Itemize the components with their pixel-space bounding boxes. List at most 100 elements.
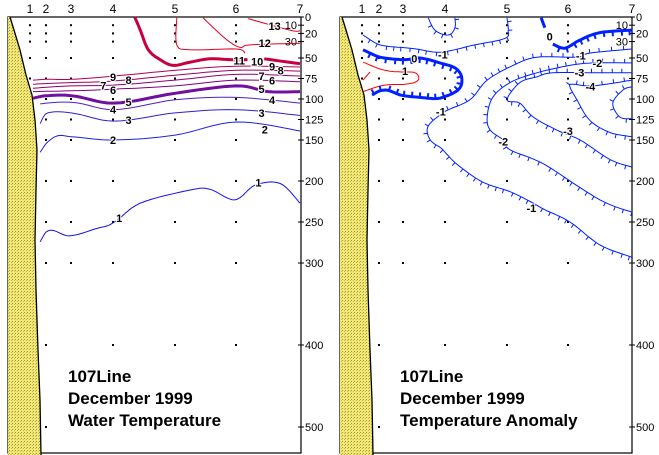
contour-hachure <box>602 31 606 38</box>
contour-hachure <box>502 146 507 150</box>
contour-hachure <box>423 132 428 135</box>
sample-point <box>506 24 508 27</box>
sample-point <box>235 118 237 121</box>
depth-tick-label: 125 <box>636 115 654 127</box>
sample-point <box>506 139 508 141</box>
sample-point <box>45 118 47 121</box>
contour-hachure <box>445 156 450 160</box>
depth-tick-label: 300 <box>636 258 654 270</box>
sample-point <box>378 426 380 428</box>
sample-point <box>235 77 237 80</box>
panel-title-line: December 1999 <box>68 389 193 408</box>
station-label: 6 <box>565 2 572 16</box>
contour-hachure <box>557 216 561 221</box>
contour-hachure <box>540 208 543 213</box>
sample-point <box>45 262 47 264</box>
contour-hachure <box>566 82 570 86</box>
sample-point <box>70 32 72 35</box>
sample-point <box>361 40 363 43</box>
contour-hachure <box>615 90 619 95</box>
contour-hachure <box>487 97 492 101</box>
sample-point <box>444 118 446 121</box>
contour-hachure <box>613 206 616 211</box>
sample-point <box>378 98 380 100</box>
contour-hachure <box>573 99 578 103</box>
sample-point <box>402 40 404 43</box>
sample-point <box>29 77 31 80</box>
contour-hachure <box>522 56 525 61</box>
station-label: 3 <box>400 2 407 16</box>
contour-hachure <box>630 211 633 217</box>
sample-point <box>567 262 569 264</box>
depth-tick-label: 500 <box>636 422 654 434</box>
contour-line <box>362 61 420 93</box>
contour-hachure <box>497 68 501 73</box>
contour-hachure <box>584 191 588 196</box>
contour-hachure <box>579 39 584 45</box>
contour-hachure <box>592 149 596 154</box>
sample-point <box>174 98 176 100</box>
plot-frame <box>7 16 302 454</box>
contour-hachure <box>585 236 589 241</box>
station-label: 1 <box>359 2 366 16</box>
contour-label: -3 <box>563 126 573 138</box>
contour-hachure <box>507 78 511 83</box>
contour-hachure <box>577 187 581 192</box>
coastline-edge <box>9 16 42 455</box>
contour-label: -2 <box>498 137 508 149</box>
sample-point <box>70 180 72 182</box>
contour-line <box>175 17 246 54</box>
station-label: 7 <box>629 2 636 16</box>
contour-hachure <box>610 108 615 111</box>
contour-hachure <box>577 106 582 110</box>
contour-label: 7 <box>100 81 106 93</box>
sample-point <box>70 98 72 100</box>
contour-label: 8 <box>125 75 131 87</box>
contour-hachure <box>621 85 625 90</box>
contour-hachure <box>624 135 626 140</box>
contour-hachure <box>482 43 485 48</box>
contour-hachure <box>593 33 597 40</box>
sample-point <box>174 118 176 121</box>
contour-hachure <box>517 102 521 107</box>
station-label: 5 <box>504 2 511 16</box>
contour-hachure <box>531 69 534 74</box>
contour-hachure <box>479 181 483 186</box>
contour-line <box>33 79 301 93</box>
contour-hachure <box>535 120 539 125</box>
contour-hachure <box>527 114 532 119</box>
depth-tick-label: 200 <box>305 176 323 188</box>
contour-hachure <box>451 162 456 166</box>
contour-hachure <box>593 242 597 247</box>
contour-label: 6 <box>110 85 116 97</box>
sample-point <box>444 32 446 35</box>
contour-hachure <box>474 44 477 49</box>
sample-point <box>378 262 380 264</box>
contour-line <box>612 86 633 120</box>
contour-hachure <box>565 47 569 53</box>
depth-tick-label: 75 <box>305 74 317 86</box>
sample-point <box>112 32 114 35</box>
depth-tick-label: 250 <box>305 217 323 229</box>
sample-point <box>506 344 508 346</box>
contour-hachure <box>514 80 519 85</box>
contour-hachure <box>591 196 595 201</box>
contour-hachure <box>524 75 527 80</box>
contour-hachure <box>564 62 567 67</box>
contour-hachure <box>524 72 527 77</box>
depth-tick-label: 50 <box>636 53 648 65</box>
sample-point <box>567 139 569 141</box>
sample-point <box>567 344 569 346</box>
sample-point <box>112 98 114 100</box>
sample-point <box>112 57 114 59</box>
contour-hachure <box>491 41 494 46</box>
sample-point <box>361 57 363 59</box>
contour-label: -1 <box>527 203 537 215</box>
contour-hachure <box>601 80 603 85</box>
contour-hachure <box>465 46 468 51</box>
contour-label: 3 <box>125 115 131 127</box>
contour-hachure <box>548 167 552 172</box>
contour-hachure <box>513 60 517 65</box>
contour-label: 5 <box>125 97 131 109</box>
contour-label: -2 <box>592 58 602 70</box>
